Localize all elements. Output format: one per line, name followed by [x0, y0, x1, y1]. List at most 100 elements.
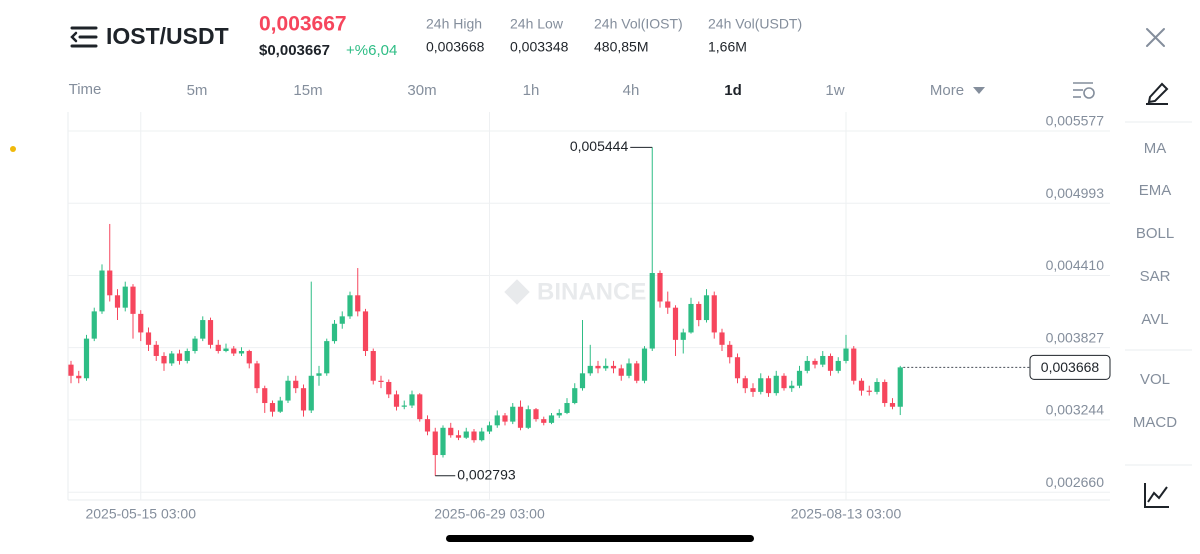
candle-body: [355, 295, 361, 312]
candle-body: [874, 381, 880, 392]
indicator[interactable]: EMA: [1139, 182, 1172, 199]
candle-body: [83, 338, 90, 379]
candle-body: [293, 380, 299, 389]
interval-tab[interactable]: 1w: [825, 82, 844, 99]
candle-body: [703, 295, 710, 321]
candle-body: [502, 415, 508, 422]
indicator[interactable]: BOLL: [1136, 225, 1174, 242]
candle-body: [866, 390, 872, 392]
indicator[interactable]: SAR: [1140, 268, 1171, 285]
candle-body: [579, 373, 586, 389]
home-indicator: [446, 535, 754, 542]
candle-body: [595, 365, 601, 369]
candle-body: [370, 351, 376, 381]
price-usd: $0,003667: [259, 42, 330, 59]
candle-body: [657, 272, 663, 302]
candle-body: [386, 381, 392, 395]
candle-body: [432, 431, 438, 456]
candle-body: [727, 344, 733, 358]
status-dot: [10, 146, 16, 152]
candle-body: [130, 286, 136, 314]
interval-tab[interactable]: Time: [69, 81, 102, 98]
candle-body: [471, 431, 477, 441]
candle-body: [773, 375, 779, 394]
candle-body: [145, 332, 152, 345]
candle-body: [347, 295, 353, 317]
candle-body: [603, 365, 609, 369]
interval-tab[interactable]: More: [930, 82, 964, 99]
sub-indicator[interactable]: MACD: [1133, 414, 1177, 431]
candle-body: [851, 348, 857, 381]
candle-body: [254, 363, 260, 389]
candle-body: [734, 357, 741, 379]
annotation-label: 0,005444: [570, 138, 629, 154]
candle-body: [843, 348, 849, 361]
x-tick-label: 2025-05-15 03:00: [85, 506, 196, 522]
sub-indicator[interactable]: VOL: [1140, 371, 1170, 388]
indicator[interactable]: MA: [1144, 140, 1167, 157]
stat-value: 480,85M: [594, 39, 648, 55]
candle-body: [448, 427, 454, 436]
candle-body: [138, 313, 144, 333]
menu-icon[interactable]: [70, 26, 98, 48]
candle-body: [122, 286, 128, 308]
candle-body: [688, 303, 694, 333]
settings-icon[interactable]: [1073, 82, 1095, 99]
candle-body: [378, 380, 384, 382]
interval-tab[interactable]: 4h: [623, 82, 640, 99]
candle-body: [827, 355, 834, 371]
stat-label: 24h Low: [510, 16, 564, 32]
stat-value: 0,003348: [510, 39, 569, 55]
x-tick-label: 2025-08-13 03:00: [791, 506, 902, 522]
annotation-label: 0,002793: [457, 466, 516, 482]
candle-body: [587, 365, 593, 374]
last-price-label: 0,003668: [1041, 359, 1100, 375]
candle-body: [479, 431, 485, 441]
dropdown-arrow[interactable]: [973, 87, 985, 94]
candle-body: [742, 378, 748, 389]
candle-body: [696, 303, 702, 321]
stat-value: 1,66M: [708, 39, 747, 55]
chart-type-icon[interactable]: [1144, 483, 1169, 508]
candle-body: [711, 295, 717, 333]
stat-label: 24h Vol(USDT): [708, 16, 802, 32]
candle-body: [610, 365, 617, 369]
draw-tool-icon[interactable]: [1146, 82, 1169, 105]
candle-body: [316, 373, 322, 376]
y-tick-label: 0,003827: [1046, 329, 1105, 345]
close-button[interactable]: [1146, 28, 1165, 47]
y-tick-label: 0,002660: [1046, 474, 1105, 490]
stat-label: 24h Vol(IOST): [594, 16, 683, 32]
pair-title[interactable]: IOST/USDT: [106, 23, 229, 49]
candle-body: [897, 367, 903, 407]
candle-body: [300, 388, 307, 411]
candle-body: [107, 270, 113, 296]
candle-body: [269, 403, 276, 412]
interval-tab[interactable]: 1h: [523, 82, 540, 99]
interval-tab[interactable]: 30m: [407, 82, 436, 99]
candle-body: [393, 394, 400, 407]
candle-body: [331, 323, 338, 342]
candle-body: [882, 381, 888, 404]
candle-body: [200, 320, 206, 339]
candle-body: [184, 351, 190, 361]
interval-tab[interactable]: 15m: [293, 82, 322, 99]
candle-body: [455, 435, 462, 438]
candle-body: [812, 360, 818, 365]
candle-body: [517, 406, 524, 428]
candle-body: [649, 272, 655, 349]
interval-tab[interactable]: 5m: [187, 82, 208, 99]
interval-tab[interactable]: 1d: [724, 82, 742, 99]
last-price-box: [1029, 354, 1111, 380]
candle-body: [765, 378, 772, 394]
indicator[interactable]: AVL: [1141, 311, 1168, 328]
candle-body: [804, 360, 810, 371]
candle-body: [68, 364, 74, 376]
candle-body: [417, 394, 423, 420]
candle-body: [91, 311, 97, 339]
candle-body: [750, 388, 756, 392]
last-price: 0,003667: [259, 13, 347, 36]
candle-body: [525, 409, 531, 428]
candle-body: [231, 348, 237, 354]
